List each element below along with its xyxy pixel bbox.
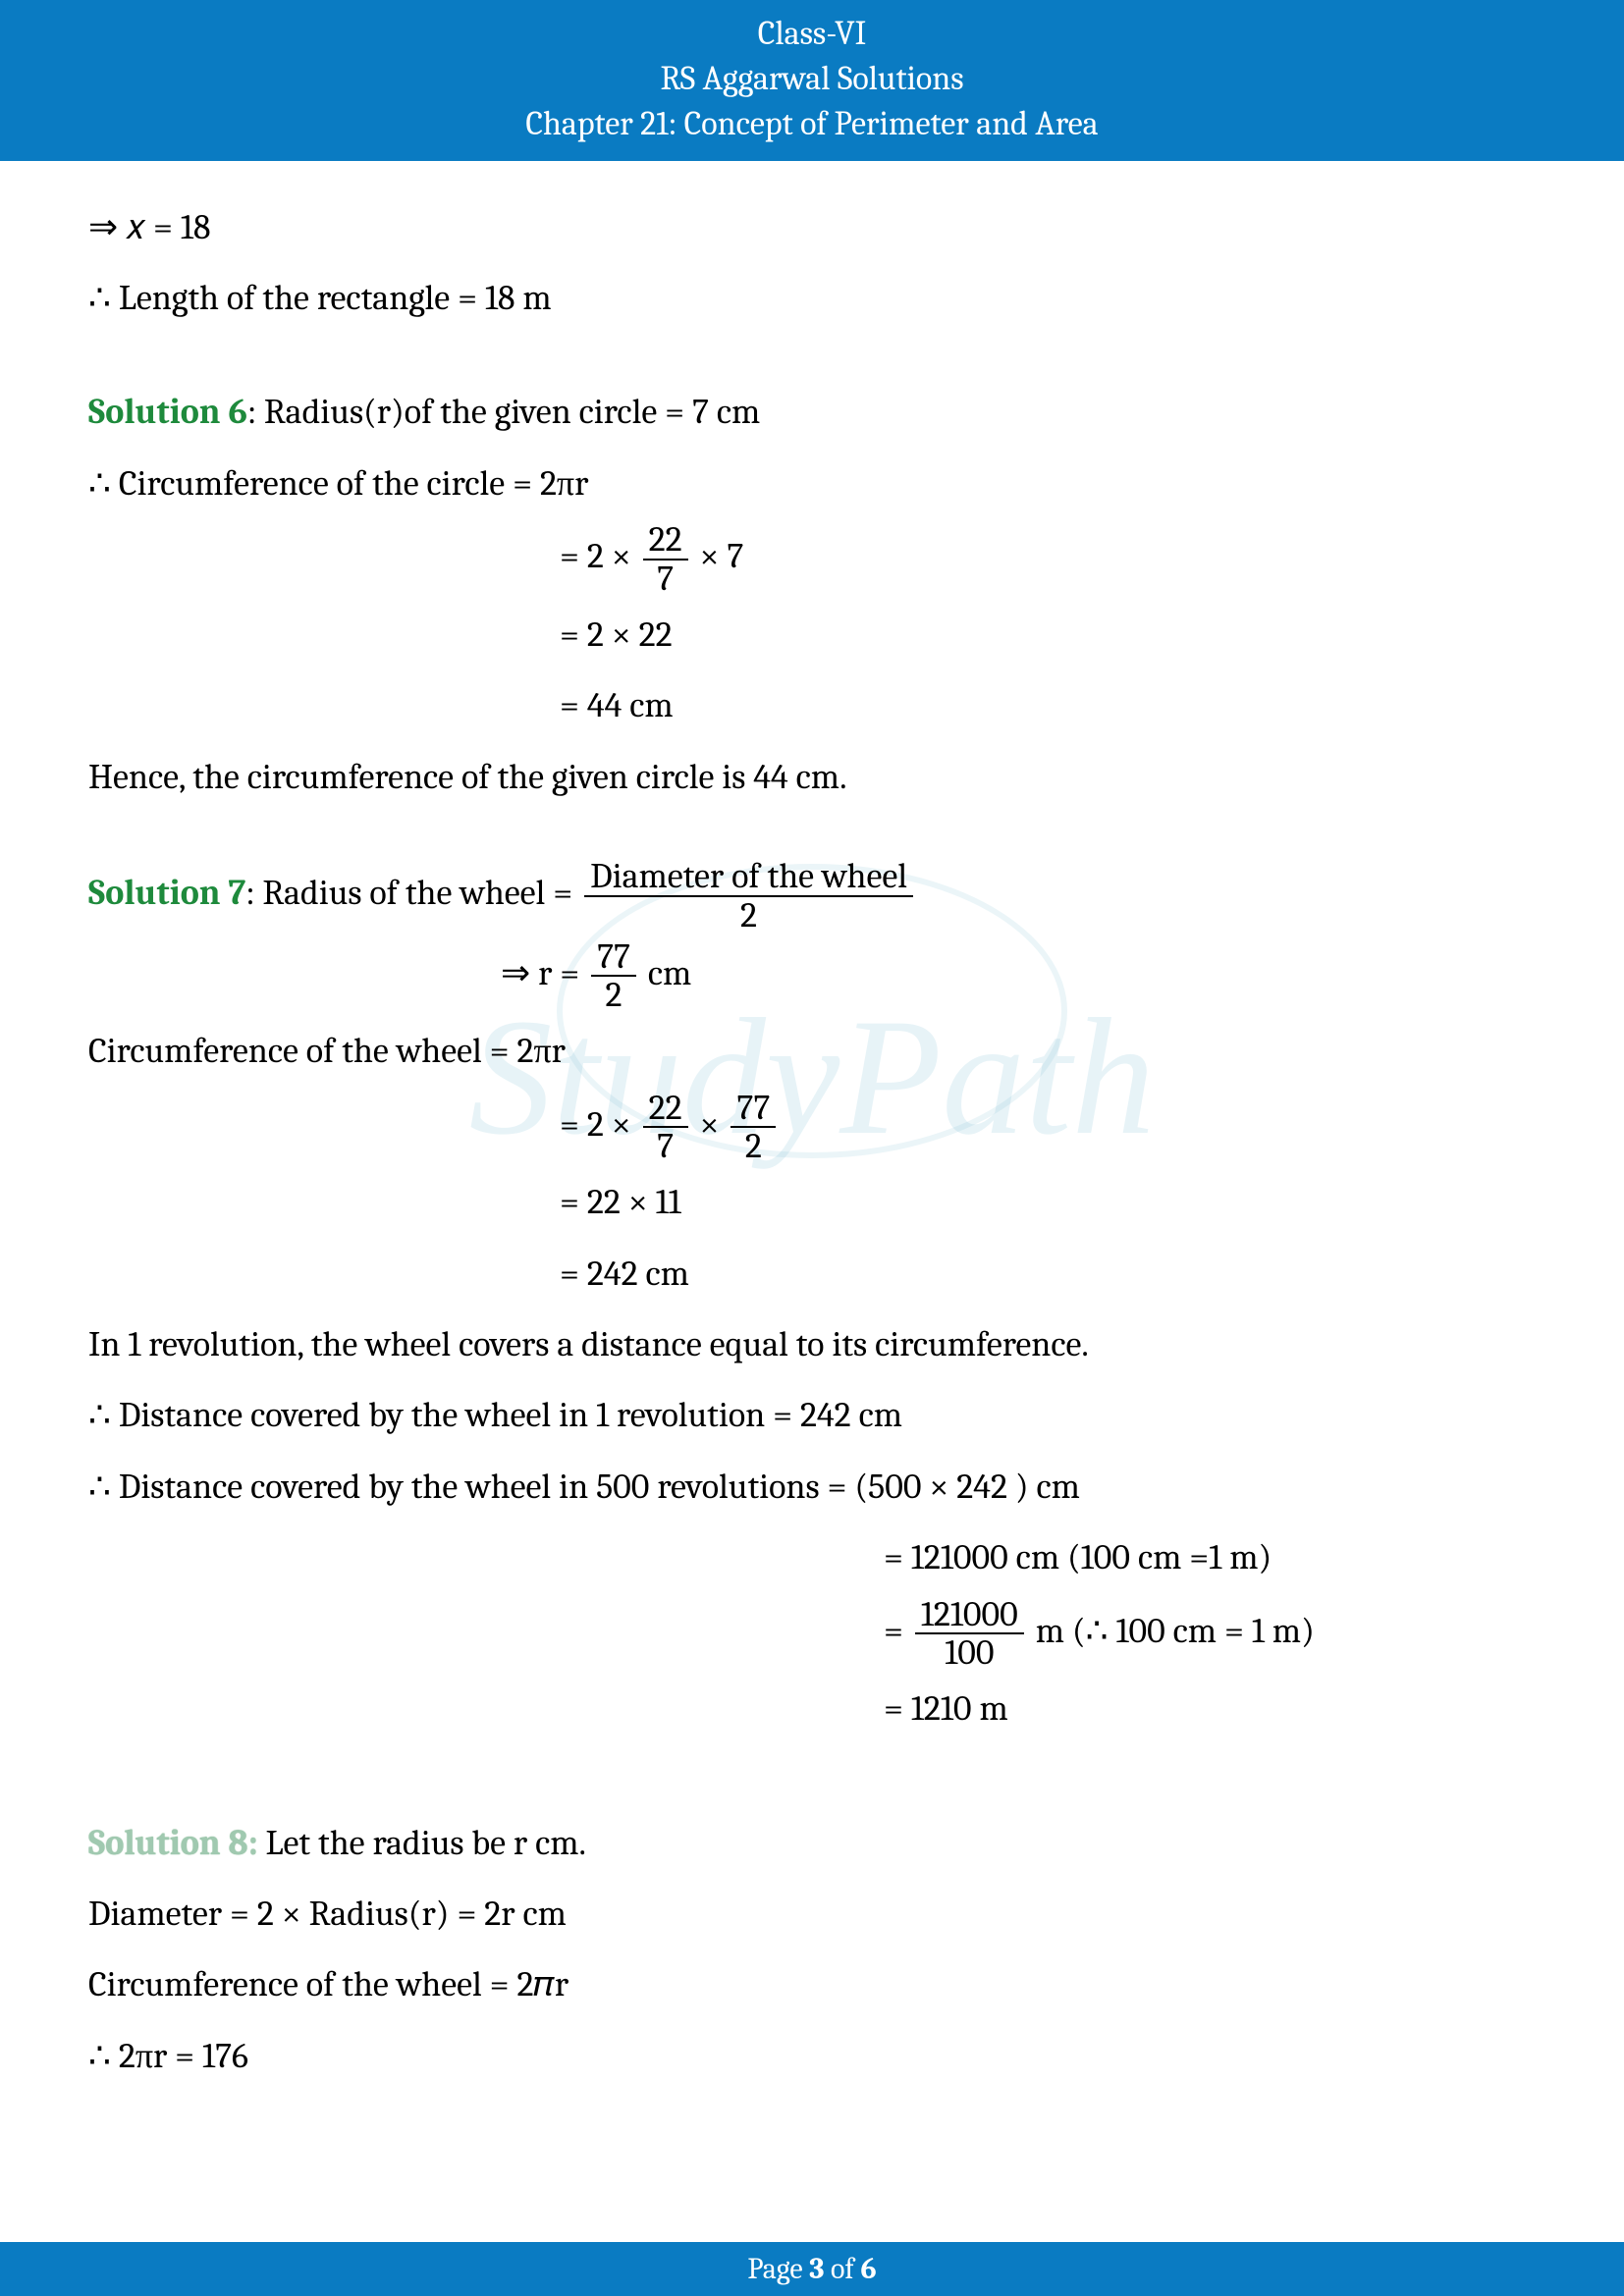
s7-line6: = 242 cm: [88, 1241, 1536, 1308]
frac-num: 22: [643, 1090, 688, 1129]
header-chapter: Chapter 21: Concept of Perimeter and Are…: [0, 102, 1624, 147]
frac-den: 7: [643, 561, 688, 598]
s5-line2: ∴ Length of the rectangle = 18 m: [88, 265, 1536, 332]
s7-line5: = 22 × 11: [88, 1169, 1536, 1236]
frac-num: 77: [591, 938, 636, 978]
frac-num: 22: [643, 521, 688, 561]
footer-prefix: Page: [747, 2252, 809, 2286]
fraction: 772: [587, 938, 640, 1015]
s6-l3b: × 7: [692, 536, 744, 576]
s6-line4: = 2 × 22: [88, 602, 1536, 668]
frac-den: 2: [584, 897, 913, 934]
s8-line4: ∴ 2πr = 176: [88, 2023, 1536, 2090]
frac-num: 121000: [915, 1596, 1024, 1635]
footer-page-current: 3: [809, 2252, 824, 2286]
s8-line1: Solution 8: Let the radius be r cm.: [88, 1810, 1536, 1877]
s6-l1-text: : Radius(r)of the given circle = 7 cm: [247, 392, 760, 432]
s7-l1a: : Radius of the wheel =: [245, 873, 580, 913]
fraction: Diameter of the wheel2: [580, 858, 917, 934]
s6-line5: = 44 cm: [88, 672, 1536, 739]
s8-line3: Circumference of the wheel = 2𝜋r: [88, 1951, 1536, 2018]
footer-mid: of: [824, 2252, 860, 2286]
fraction: 227: [639, 521, 692, 598]
solution-6-label: Solution 6: [88, 392, 247, 432]
frac-den: 2: [591, 977, 636, 1014]
s6-line3: = 2 × 227 × 7: [88, 521, 1536, 598]
frac-den: 100: [915, 1634, 1024, 1672]
fraction: 772: [727, 1090, 780, 1166]
header-title: RS Aggarwal Solutions: [0, 57, 1624, 102]
s7-line10: = 121000 cm (100 cm =1 m): [88, 1524, 1536, 1591]
s6-l3a: = 2 ×: [560, 536, 639, 576]
footer-page-total: 6: [860, 2252, 876, 2286]
s7-l2a: ⇒ r =: [501, 953, 587, 993]
s7-line12: = 1210 m: [88, 1676, 1536, 1742]
s7-line1: Solution 7: Radius of the wheel = Diamet…: [88, 858, 1536, 934]
fraction: 121000100: [911, 1596, 1028, 1673]
frac-num: Diameter of the wheel: [584, 858, 913, 897]
fraction: 227: [639, 1090, 692, 1166]
page-footer: Page 3 of 6: [0, 2242, 1624, 2296]
header-class: Class-VI: [0, 12, 1624, 57]
s7-l4b: ×: [692, 1104, 728, 1145]
s8-l1-text: Let the radius be r cm.: [258, 1823, 586, 1863]
s5-line1: ⇒ 𝑥 = 18: [88, 194, 1536, 261]
solution-7-label: Solution 7: [88, 873, 245, 913]
s7-l4a: = 2 ×: [560, 1104, 639, 1145]
s7-line11: = 121000100 m (∴ 100 cm = 1 m): [88, 1596, 1536, 1673]
s6-line2: ∴ Circumference of the circle = 2πr: [88, 451, 1536, 517]
frac-den: 7: [643, 1128, 688, 1165]
s6-line1: Solution 6: Radius(r)of the given circle…: [88, 379, 1536, 446]
s7-line2: ⇒ r = 772 cm: [88, 938, 1536, 1015]
s7-line7: In 1 revolution, the wheel covers a dist…: [88, 1311, 1536, 1378]
frac-num: 77: [731, 1090, 776, 1129]
page-content: ⇒ 𝑥 = 18 ∴ Length of the rectangle = 18 …: [0, 161, 1624, 2090]
s7-l2b: cm: [640, 953, 691, 993]
s7-line4: = 2 × 227 × 772: [88, 1090, 1536, 1166]
s7-line9: ∴ Distance covered by the wheel in 500 r…: [88, 1454, 1536, 1521]
solution-8-label: Solution 8:: [88, 1823, 258, 1863]
s7-line8: ∴ Distance covered by the wheel in 1 rev…: [88, 1382, 1536, 1449]
page-header: Class-VI RS Aggarwal Solutions Chapter 2…: [0, 0, 1624, 161]
s8-line2: Diameter = 2 × Radius(r) = 2r cm: [88, 1881, 1536, 1948]
s7-l11a: =: [884, 1611, 911, 1651]
s7-line3: Circumference of the wheel = 2πr: [88, 1018, 1536, 1085]
frac-den: 2: [731, 1128, 776, 1165]
s7-l11b: m (∴ 100 cm = 1 m): [1028, 1611, 1315, 1651]
s6-line6: Hence, the circumference of the given ci…: [88, 744, 1536, 811]
